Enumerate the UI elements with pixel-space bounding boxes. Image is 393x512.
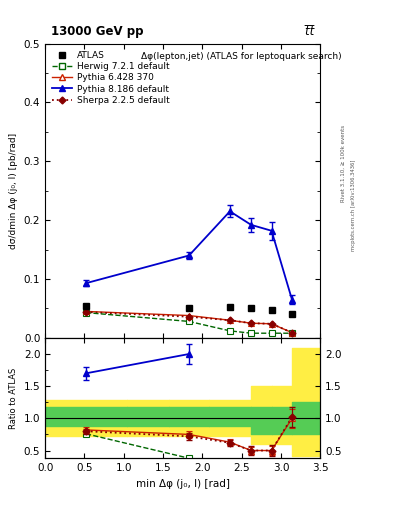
Text: Rivet 3.1.10, ≥ 100k events: Rivet 3.1.10, ≥ 100k events	[341, 125, 346, 202]
Legend: ATLAS, Herwig 7.2.1 default, Pythia 6.428 370, Pythia 8.186 default, Sherpa 2.2.: ATLAS, Herwig 7.2.1 default, Pythia 6.42…	[50, 48, 172, 108]
X-axis label: min Δφ (j₀, l) [rad]: min Δφ (j₀, l) [rad]	[136, 479, 230, 488]
Text: Δφ(lepton,jet) (ATLAS for leptoquark search): Δφ(lepton,jet) (ATLAS for leptoquark sea…	[141, 52, 342, 61]
Y-axis label: Ratio to ATLAS: Ratio to ATLAS	[9, 368, 18, 429]
Text: 13000 GeV pp: 13000 GeV pp	[51, 25, 143, 38]
Text: t̅t̅: t̅t̅	[305, 25, 315, 38]
Y-axis label: dσ/dmin Δφ (j₀, l) [pb/rad]: dσ/dmin Δφ (j₀, l) [pb/rad]	[9, 133, 18, 249]
Text: mcplots.cern.ch [arXiv:1306.3436]: mcplots.cern.ch [arXiv:1306.3436]	[351, 159, 356, 250]
